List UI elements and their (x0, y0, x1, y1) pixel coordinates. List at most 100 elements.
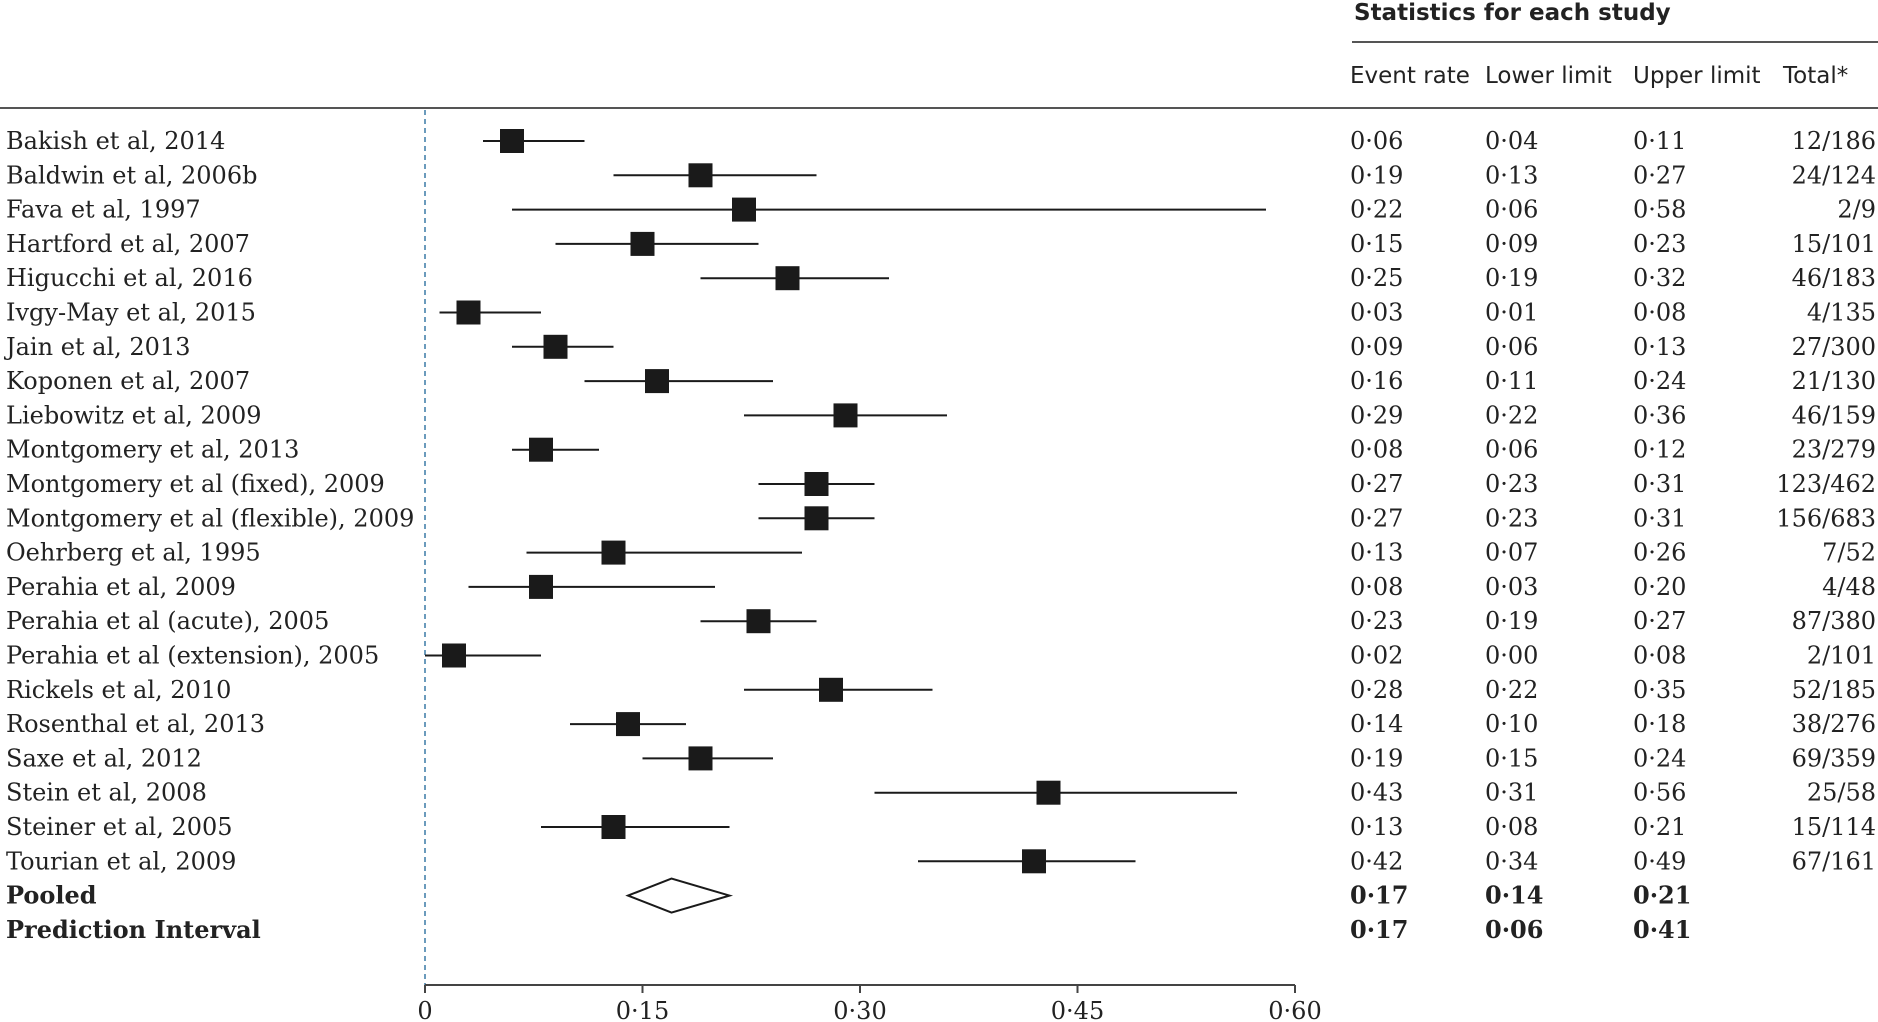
study-row: Ivgy-May et al, 2015 0·03 0·01 0·08 4/135 (6, 299, 1876, 327)
total-value: 4/135 (1807, 299, 1876, 327)
column-header-lower-limit: Lower limit (1485, 63, 1612, 89)
upper-limit-value: 0·20 (1633, 573, 1686, 601)
pooled-diamond (625, 877, 734, 914)
study-row: Steiner et al, 2005 0·13 0·08 0·21 15/114 (6, 813, 1876, 841)
study-row: Bakish et al, 2014 0·06 0·04 0·11 12/186 (6, 127, 1876, 155)
upper-limit-value: 0·08 (1633, 299, 1686, 327)
total-value: 87/380 (1792, 607, 1876, 635)
study-row: Montgomery et al (fixed), 2009 0·27 0·23 0·… (6, 470, 1876, 498)
lower-limit-value: 0·19 (1485, 264, 1538, 292)
study-name: Hartford et al, 2007 (6, 230, 250, 258)
event-rate-marker (688, 746, 713, 771)
column-header-event-rate: Event rate (1350, 63, 1470, 89)
event-rate-value: 0·25 (1350, 264, 1403, 292)
lower-limit-value: 0·11 (1485, 367, 1538, 395)
event-rate-marker (804, 472, 829, 496)
lower-limit-value: 0·09 (1485, 230, 1538, 258)
study-row: Perahia et al (acute), 2005 0·23 0·19 0·27 8… (6, 607, 1876, 635)
event-rate-value: 0·28 (1350, 676, 1403, 704)
total-value: 2/9 (1837, 196, 1876, 224)
event-rate-marker (819, 677, 843, 702)
column-header-upper-limit: Upper limit (1633, 63, 1761, 89)
study-name: Liebowitz et al, 2009 (6, 401, 262, 429)
lower-limit-value: 0·15 (1485, 744, 1538, 772)
event-rate-marker (543, 334, 568, 359)
lower-limit-value: 0·34 (1485, 847, 1538, 875)
study-row: Montgomery et al, 2013 0·08 0·06 0·12 23/279 (6, 436, 1876, 464)
event-rate-marker (529, 437, 553, 462)
upper-limit-value: 0·27 (1633, 607, 1686, 635)
event-rate-value: 0·13 (1350, 813, 1403, 841)
upper-limit-value: 0·18 (1633, 710, 1686, 738)
event-rate-value: 0·06 (1350, 127, 1403, 155)
study-name: Montgomery et al, 2013 (6, 436, 299, 464)
prediction-interval-label: Prediction Interval (6, 915, 261, 944)
pooled-label: Pooled (6, 881, 97, 910)
lower-limit-value: 0·13 (1485, 161, 1538, 189)
upper-limit-value: 0·11 (1633, 127, 1686, 155)
prediction-upper-limit: 0·41 (1633, 915, 1691, 944)
total-value: 38/276 (1792, 710, 1876, 738)
total-value: 25/58 (1807, 779, 1876, 807)
total-value: 67/161 (1792, 847, 1876, 875)
study-row: Liebowitz et al, 2009 0·29 0·22 0·36 46/159 (6, 401, 1876, 429)
event-rate-value: 0·19 (1350, 744, 1403, 772)
lower-limit-value: 0·04 (1485, 127, 1538, 155)
study-name: Perahia et al (acute), 2005 (6, 607, 329, 635)
total-value: 2/101 (1807, 642, 1876, 670)
event-rate-value: 0·42 (1350, 847, 1403, 875)
pooled-event-rate: 0·17 (1350, 881, 1408, 910)
x-tick-label: 0·30 (833, 997, 886, 1022)
total-value: 156/683 (1776, 504, 1876, 532)
study-row: Oehrberg et al, 1995 0·13 0·07 0·26 7/52 (6, 539, 1876, 567)
event-rate-marker (804, 506, 829, 531)
event-rate-marker (456, 300, 481, 325)
study-name: Oehrberg et al, 1995 (6, 539, 261, 567)
lower-limit-value: 0·23 (1485, 504, 1538, 532)
prediction-lower-limit: 0·06 (1485, 915, 1543, 944)
event-rate-value: 0·15 (1350, 230, 1403, 258)
upper-limit-value: 0·58 (1633, 196, 1686, 224)
total-value: 15/114 (1792, 813, 1876, 841)
lower-limit-value: 0·06 (1485, 333, 1538, 361)
study-row: Fava et al, 1997 0·22 0·06 0·58 2/9 (6, 196, 1876, 224)
event-rate-value: 0·43 (1350, 779, 1403, 807)
x-axis: 0 0·15 0·30 0·45 0·60 (417, 984, 1322, 1022)
study-name: Rickels et al, 2010 (6, 676, 231, 704)
event-rate-marker (775, 266, 800, 291)
total-value: 46/183 (1792, 264, 1876, 292)
study-name: Koponen et al, 2007 (6, 367, 250, 395)
study-row: Rosenthal et al, 2013 0·14 0·10 0·18 38/276 (6, 710, 1876, 738)
study-name: Fava et al, 1997 (6, 196, 201, 224)
pooled-row: Pooled 0·17 0·14 0·21 (6, 877, 1691, 914)
lower-limit-value: 0·07 (1485, 539, 1538, 567)
total-value: 69/359 (1792, 744, 1876, 772)
study-row: Rickels et al, 2010 0·28 0·22 0·35 52/185 (6, 676, 1876, 704)
lower-limit-value: 0·06 (1485, 196, 1538, 224)
event-rate-marker (601, 540, 626, 565)
event-rate-marker (746, 609, 771, 634)
study-name: Tourian et al, 2009 (6, 847, 236, 875)
lower-limit-value: 0·00 (1485, 642, 1538, 670)
event-rate-value: 0·13 (1350, 539, 1403, 567)
event-rate-marker (1022, 849, 1046, 874)
study-row: Montgomery et al (flexible), 2009 0·27 0·2… (6, 504, 1876, 532)
upper-limit-value: 0·32 (1633, 264, 1686, 292)
prediction-interval-row: Prediction Interval 0·17 0·06 0·41 (6, 915, 1691, 944)
event-rate-marker (645, 369, 669, 394)
x-tick-label: 0·15 (616, 997, 669, 1022)
event-rate-marker (442, 643, 466, 668)
lower-limit-value: 0·08 (1485, 813, 1538, 841)
event-rate-value: 0·19 (1350, 161, 1403, 189)
event-rate-value: 0·23 (1350, 607, 1403, 635)
study-name: Higucchi et al, 2016 (6, 264, 253, 292)
event-rate-value: 0·02 (1350, 642, 1403, 670)
event-rate-marker (732, 197, 756, 222)
x-tick-label: 0·45 (1051, 997, 1104, 1022)
total-value: 12/186 (1792, 127, 1876, 155)
study-row: Stein et al, 2008 0·43 0·31 0·56 25/58 (6, 779, 1876, 807)
study-row: Koponen et al, 2007 0·16 0·11 0·24 21/130 (6, 367, 1876, 395)
event-rate-value: 0·22 (1350, 196, 1403, 224)
event-rate-marker (630, 231, 655, 256)
